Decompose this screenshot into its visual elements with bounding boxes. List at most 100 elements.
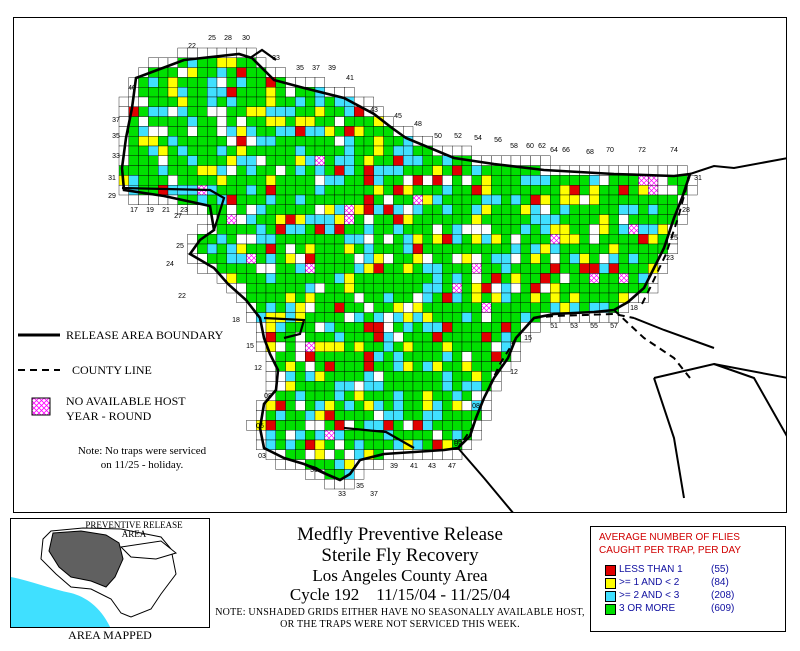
grid-cell [510,292,522,304]
grid-cell [520,302,531,313]
service-note: Note: No traps were serviced on 11/25 - … [62,444,222,472]
grid-cell [226,77,237,88]
grid-cell [403,351,414,362]
grid-cell [481,283,492,294]
grid-cell [295,292,306,304]
grid-cell [305,165,316,176]
grid-cell [285,341,296,353]
grid-cell [236,155,247,166]
grid-cell [275,214,286,225]
grid-cell [314,233,326,245]
grid-cell [452,273,463,284]
grid-cell [236,135,247,147]
grid-cell [324,459,335,470]
grid-cell [295,430,306,441]
grid-cell [422,430,433,441]
grid-label: 33 [272,55,280,62]
grid-cell [422,194,433,206]
grid-cell [432,312,443,323]
grid-cell [324,302,335,313]
grid-cell [510,263,522,274]
grid-cell [246,126,257,137]
grid-cell [354,224,365,235]
grid-cell [187,204,198,215]
grid-cell [373,126,384,137]
grid-cell [354,469,365,480]
grid-cell [354,341,365,353]
grid-cell [157,175,169,186]
grid-cell [481,243,492,255]
grid-cell [246,204,257,215]
grid-cell [324,214,335,225]
grid-cell [334,224,345,235]
grid-cell [373,233,384,245]
grid-cell [510,184,522,196]
grid-cell [403,420,414,431]
grid-cell [314,430,326,441]
grid-cell [491,194,502,206]
grid-cell [305,351,316,362]
flies-legend-header-line1: AVERAGE NUMBER OF FLIES [599,532,740,543]
grid-cell [403,312,414,323]
grid-label: 43 [428,463,436,470]
grid-label: 08 [264,393,272,400]
grid-cell [197,175,208,186]
grid-cell [520,214,531,225]
grid-cell [354,194,365,206]
grid-cell [461,214,473,225]
grid-cell [246,145,257,157]
grid-cell [305,155,316,166]
grid-cell [138,77,149,88]
grid-cell [226,263,237,274]
grid-cell [344,175,355,186]
grid-cell [314,214,326,225]
grid-cell [461,204,473,215]
grid-cell [471,184,482,196]
inset-label-line1: PREVENTIVE RELEASE [85,520,183,530]
grid-label: 15 [246,343,254,350]
grid-cell [373,165,384,176]
grid-cell [344,361,355,372]
grid-cell [334,390,345,402]
grid-cell [363,410,375,421]
grid-cell [275,420,286,431]
grid-cell [275,155,286,166]
grid-cell [226,135,237,147]
grid-cell [206,106,218,117]
grid-label: 43 [370,107,378,114]
grid-cell [501,322,512,333]
flies-legend-item-cyan: >= 2 AND < 3 (208) [605,590,734,602]
grid-cell [275,302,286,313]
county-line-label: COUNTY LINE [72,363,152,377]
grid-cell [305,420,316,431]
grid-cell [334,243,345,255]
grid-cell [393,184,404,196]
grid-cell [442,283,453,294]
grid-cell [452,381,463,392]
grid-cell [422,332,433,343]
grid-cell [550,243,561,255]
grid-cell [305,96,316,108]
grid-cell [265,106,277,117]
grid-cell [373,341,384,353]
grid-cell [246,135,257,147]
grid-cell [314,243,326,255]
grid-cell [501,204,512,215]
inner-boundary [249,48,277,61]
grid-cell [422,400,433,411]
grid-cell [354,332,365,343]
grid-cell [383,400,394,411]
grid-cell [138,175,149,186]
grid-cell [295,351,306,362]
grid-cell [481,322,492,333]
grid-cell [334,273,345,284]
grid-cell [285,283,296,294]
grid-cell [452,410,463,421]
grid-cell [422,184,433,196]
flies-legend-item-green: 3 OR MORE (609) [605,603,734,615]
grid-cell [226,106,237,117]
grid-cell [412,283,424,294]
grid-cell [579,233,590,245]
grid-cell [265,302,277,313]
grid-cell [255,292,267,304]
